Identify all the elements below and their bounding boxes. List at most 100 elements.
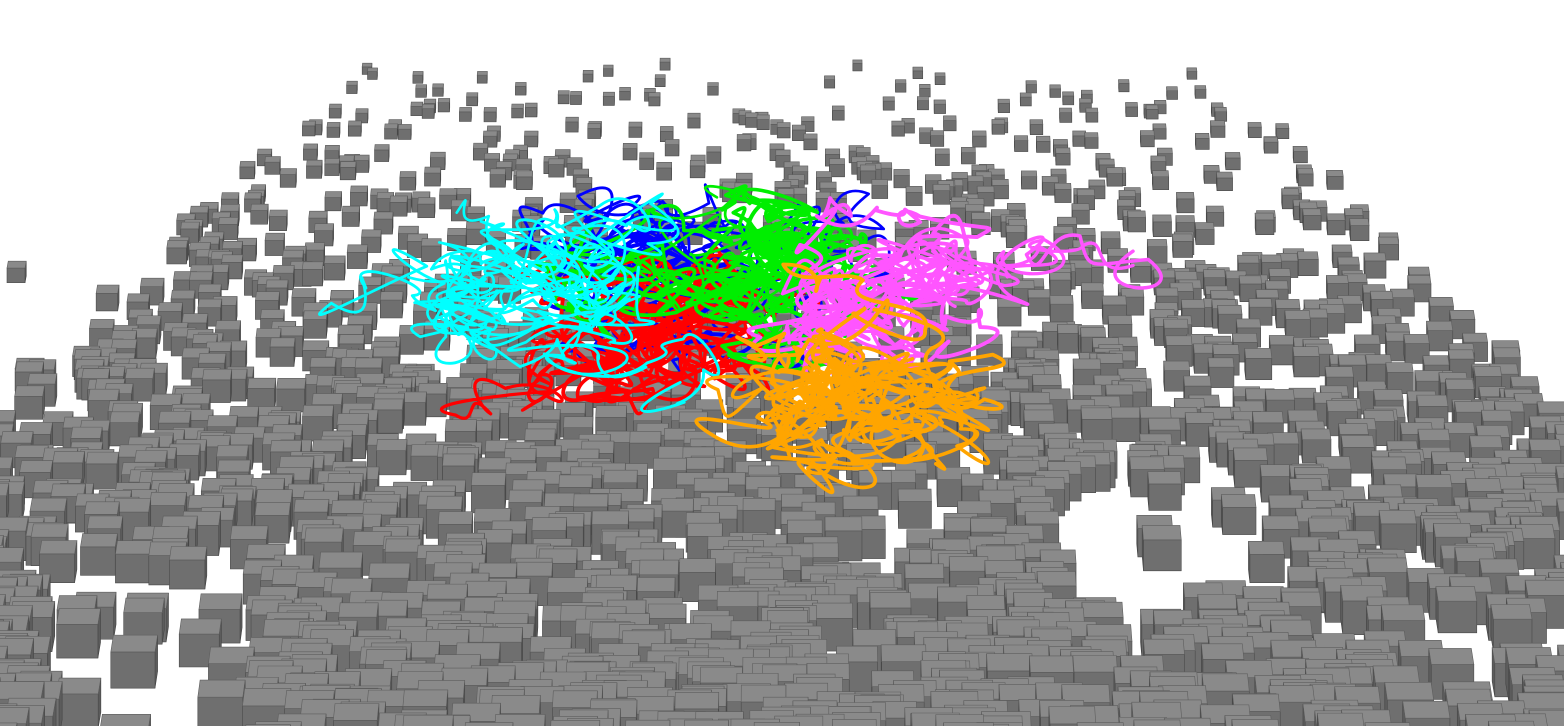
obstacle-cube bbox=[882, 96, 895, 111]
obstacle-cube bbox=[997, 298, 1022, 327]
cube-top-face bbox=[398, 225, 419, 234]
cube-top-face bbox=[188, 242, 211, 251]
cube-front-face bbox=[776, 127, 791, 139]
cube-top-face bbox=[1152, 170, 1170, 178]
cube-top-face bbox=[279, 168, 297, 175]
cube-top-face bbox=[421, 103, 435, 110]
obstacle-cube bbox=[1106, 167, 1123, 187]
cube-top-face bbox=[95, 284, 120, 294]
cube-front-face bbox=[1208, 366, 1235, 388]
obstacle-cube bbox=[389, 195, 408, 217]
cube-top-face bbox=[1210, 290, 1235, 300]
cube-top-face bbox=[379, 291, 404, 301]
cube-top-face bbox=[1202, 269, 1226, 279]
cube-top-face bbox=[353, 154, 370, 161]
cube-front-face bbox=[1036, 141, 1051, 153]
cube-top-face bbox=[557, 90, 570, 96]
cube-top-face bbox=[776, 122, 791, 128]
cube-front-face bbox=[269, 216, 287, 231]
cube-top-face bbox=[871, 179, 889, 186]
cube-top-face bbox=[1125, 102, 1138, 108]
cube-top-face bbox=[1005, 225, 1026, 233]
cube-top-face bbox=[1235, 318, 1262, 329]
cube-top-face bbox=[919, 83, 931, 89]
obstacle-cube bbox=[1186, 67, 1198, 80]
cube-top-face bbox=[1101, 295, 1127, 306]
obstacle-cube bbox=[1025, 80, 1037, 94]
cube-top-face bbox=[1049, 271, 1072, 281]
cube-top-face bbox=[6, 260, 27, 269]
obstacle-cube bbox=[1127, 210, 1146, 233]
obstacle-cube bbox=[1268, 335, 1296, 366]
cube-top-face bbox=[1326, 400, 1359, 412]
obstacle-cube bbox=[997, 98, 1010, 114]
cube-top-face bbox=[1010, 336, 1038, 348]
cube-top-face bbox=[893, 169, 910, 176]
cube-front-face bbox=[1072, 135, 1087, 147]
cube-top-face bbox=[412, 191, 431, 199]
cube-top-face bbox=[417, 197, 436, 205]
cube-top-face bbox=[1080, 327, 1106, 338]
cube-top-face bbox=[555, 402, 586, 414]
obstacle-cube bbox=[472, 142, 489, 161]
obstacle-cube bbox=[871, 179, 889, 199]
cube-top-face bbox=[1449, 310, 1476, 320]
obstacle-cube bbox=[1263, 136, 1279, 154]
cube-front-face bbox=[350, 191, 368, 207]
obstacle-cube bbox=[367, 67, 378, 80]
cube-front-face bbox=[1194, 89, 1207, 99]
obstacle-cube bbox=[1194, 222, 1215, 245]
obstacle-cube bbox=[524, 130, 539, 148]
cube-top-face bbox=[1403, 334, 1430, 344]
cube-top-face bbox=[1363, 252, 1387, 262]
cube-top-face bbox=[109, 411, 141, 423]
cube-top-face bbox=[1492, 347, 1521, 358]
cube-front-face bbox=[824, 79, 836, 89]
obstacle-cube bbox=[1145, 104, 1159, 120]
cube-front-face bbox=[1029, 124, 1044, 136]
cube-top-face bbox=[1259, 464, 1294, 477]
cube-top-face bbox=[1385, 323, 1410, 333]
cube-top-face bbox=[572, 168, 589, 176]
cube-top-face bbox=[1297, 167, 1314, 175]
cube-front-face bbox=[1106, 173, 1123, 187]
obstacle-cubes bbox=[0, 57, 1564, 726]
cube-top-face bbox=[912, 66, 924, 72]
cube-top-face bbox=[311, 439, 345, 452]
cube-front-face bbox=[432, 87, 444, 97]
cube-front-face bbox=[893, 174, 910, 189]
cube-top-face bbox=[695, 399, 724, 411]
cube-top-face bbox=[197, 283, 222, 293]
obstacle-cube bbox=[1057, 324, 1083, 354]
cube-front-face bbox=[524, 107, 538, 118]
cube-top-face bbox=[1071, 203, 1090, 211]
cube-top-face bbox=[308, 210, 328, 219]
cube-front-face bbox=[1084, 137, 1099, 149]
cube-top-face bbox=[1023, 409, 1055, 422]
cube-front-face bbox=[1062, 95, 1075, 106]
cube-top-face bbox=[1233, 447, 1268, 461]
cube-top-face bbox=[1422, 355, 1450, 366]
cube-front-face bbox=[303, 148, 318, 161]
obstacle-cube bbox=[1203, 165, 1220, 184]
obstacle-cube bbox=[412, 71, 424, 84]
cube-top-face bbox=[1367, 484, 1403, 498]
cube-front-face bbox=[745, 117, 759, 128]
cube-front-face bbox=[1050, 303, 1074, 324]
obstacle-cube bbox=[565, 116, 579, 133]
cube-top-face bbox=[346, 80, 358, 86]
cube-top-face bbox=[1166, 86, 1178, 92]
cube-top-face bbox=[0, 410, 16, 423]
cube-top-face bbox=[303, 143, 318, 150]
obstacle-cube bbox=[483, 107, 497, 123]
cube-top-face bbox=[221, 241, 243, 249]
cube-front-face bbox=[374, 149, 389, 162]
cube-top-face bbox=[1264, 280, 1289, 290]
cube-front-face bbox=[6, 267, 26, 284]
cube-front-face bbox=[972, 135, 987, 148]
cube-top-face bbox=[361, 229, 382, 238]
cube-top-face bbox=[513, 144, 528, 151]
cube-top-face bbox=[1076, 188, 1095, 196]
